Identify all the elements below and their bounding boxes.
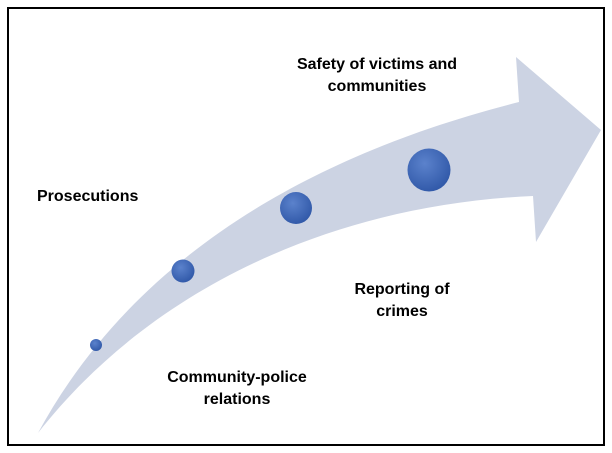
label-community-line-2: relations — [203, 391, 271, 408]
label-prosecutions-text: Prosecutions — [37, 188, 139, 205]
label-reporting-line-1: Reporting of — [354, 281, 450, 298]
label-safety-line-2: communities — [327, 78, 427, 95]
dot-prosecutions — [171, 259, 195, 283]
label-safety-line-1: Safety of victims and — [296, 56, 458, 73]
label-community-line-1: Community-police — [167, 369, 307, 386]
label-reporting-of-crimes: Reporting of crimes — [327, 279, 477, 323]
label-community-police-relations: Community-police relations — [127, 367, 347, 411]
dot-community-police-relations — [90, 339, 102, 351]
diagram-frame — [7, 7, 605, 446]
curved-arrow — [38, 57, 601, 433]
label-safety-of-victims-and-communities: Safety of victims and communities — [267, 54, 487, 98]
dot-safety-of-victims-and-communities — [407, 148, 451, 192]
dot-reporting-of-crimes — [280, 192, 312, 224]
label-prosecutions: Prosecutions — [37, 186, 187, 208]
label-reporting-line-2: crimes — [376, 303, 428, 320]
